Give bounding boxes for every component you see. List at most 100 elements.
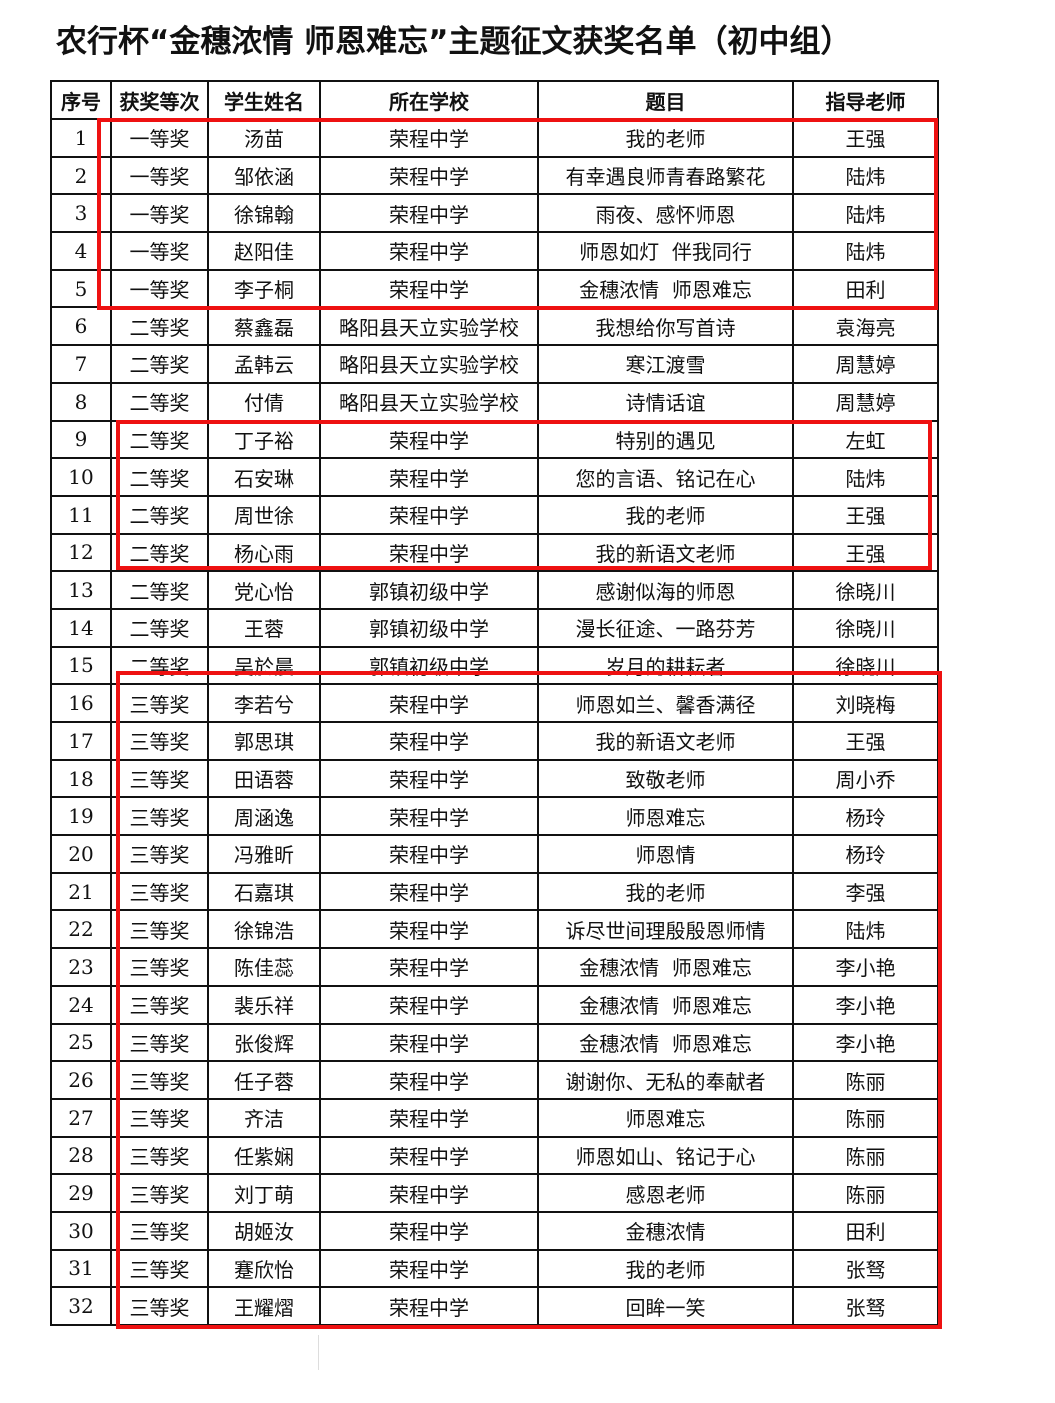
cell-student-name: 任子蓉: [207, 1060, 321, 1100]
cell-student-name: 杨心雨: [207, 532, 321, 573]
cell-advisor: 杨玲: [792, 796, 939, 837]
cell-index: 23: [50, 947, 112, 987]
cell-essay-title: 金穗浓情 师恩难忘: [537, 984, 794, 1025]
table-row: 4 一等奖 赵阳佳 荣程中学 师恩如灯 伴我同行 陆炜: [50, 231, 939, 271]
table-row: 24 三等奖 裴乐祥 荣程中学 金穗浓情 师恩难忘 李小艳: [50, 984, 939, 1025]
cell-student-name: 王蓉: [207, 607, 321, 648]
cell-essay-title: 我的新语文老师: [537, 721, 794, 761]
table-row: 13 二等奖 党心怡 郭镇初级中学 感谢似海的师恩 徐晓川: [50, 570, 939, 610]
cell-award-level: 二等奖: [110, 344, 209, 384]
cell-advisor: 王强: [792, 721, 939, 761]
cell-essay-title: 致敬老师: [537, 758, 794, 799]
cell-school: 荣程中学: [319, 118, 539, 158]
cell-index: 29: [50, 1173, 112, 1213]
cell-advisor: 陈丽: [792, 1173, 939, 1213]
cell-school: 荣程中学: [319, 457, 539, 497]
cell-index: 1: [50, 118, 112, 158]
cell-essay-title: 回眸一笑: [537, 1286, 794, 1326]
table-row: 3 一等奖 徐锦翰 荣程中学 雨夜、感怀师恩 陆炜: [50, 193, 939, 234]
cell-index: 22: [50, 909, 112, 950]
cell-award-level: 三等奖: [110, 947, 209, 987]
cell-essay-title: 金穗浓情 师恩难忘: [537, 947, 794, 987]
cell-index: 8: [50, 381, 112, 422]
cell-essay-title: 我想给你写首诗: [537, 306, 794, 347]
cell-index: 27: [50, 1097, 112, 1138]
cell-school: 略阳县天立实验学校: [319, 381, 539, 422]
table-row: 23 三等奖 陈佳蕊 荣程中学 金穗浓情 师恩难忘 李小艳: [50, 947, 939, 987]
cell-index: 32: [50, 1286, 112, 1326]
cell-award-level: 三等奖: [110, 1060, 209, 1100]
cell-advisor: 陈丽: [792, 1135, 939, 1176]
cell-advisor: 徐晓川: [792, 570, 939, 610]
cell-award-level: 二等奖: [110, 457, 209, 497]
cell-index: 2: [50, 155, 112, 196]
cell-award-level: 一等奖: [110, 193, 209, 234]
cell-award-level: 一等奖: [110, 231, 209, 271]
table-row: 14 二等奖 王蓉 郭镇初级中学 漫长征途、一路芬芳 徐晓川: [50, 607, 939, 648]
cell-advisor: 陆炜: [792, 155, 939, 196]
cell-award-level: 三等奖: [110, 721, 209, 761]
table-row: 2 一等奖 邹依涵 荣程中学 有幸遇良师青春路繁花 陆炜: [50, 155, 939, 196]
cell-school: 荣程中学: [319, 419, 539, 460]
table-row: 12 二等奖 杨心雨 荣程中学 我的新语文老师 王强: [50, 532, 939, 573]
cell-award-level: 二等奖: [110, 607, 209, 648]
cell-award-level: 三等奖: [110, 1286, 209, 1326]
cell-student-name: 徐锦浩: [207, 909, 321, 950]
cell-school: 荣程中学: [319, 231, 539, 271]
cell-advisor: 李小艳: [792, 984, 939, 1025]
cell-index: 6: [50, 306, 112, 347]
cell-advisor: 王强: [792, 532, 939, 573]
cell-advisor: 陆炜: [792, 909, 939, 950]
cell-student-name: 张俊辉: [207, 1022, 321, 1063]
cell-student-name: 周涵逸: [207, 796, 321, 837]
cell-student-name: 吴於晨: [207, 645, 321, 686]
cell-essay-title: 岁月的耕耘者: [537, 645, 794, 686]
table-row: 15 二等奖 吴於晨 郭镇初级中学 岁月的耕耘者 徐晓川: [50, 645, 939, 686]
cell-essay-title: 谢谢你、无私的奉献者: [537, 1060, 794, 1100]
cell-award-level: 一等奖: [110, 268, 209, 309]
table-row: 29 三等奖 刘丁萌 荣程中学 感恩老师 陈丽: [50, 1173, 939, 1213]
cell-advisor: 徐晓川: [792, 607, 939, 648]
cell-student-name: 王耀熠: [207, 1286, 321, 1326]
cell-advisor: 王强: [792, 494, 939, 535]
cell-index: 7: [50, 344, 112, 384]
cell-student-name: 田语蓉: [207, 758, 321, 799]
cell-student-name: 齐洁: [207, 1097, 321, 1138]
cell-essay-title: 我的老师: [537, 1248, 794, 1289]
cell-essay-title: 师恩情: [537, 834, 794, 874]
cell-student-name: 蹇欣怡: [207, 1248, 321, 1289]
cell-student-name: 丁子裕: [207, 419, 321, 460]
award-table: 序号 获奖等次 学生姓名 所在学校 题目 指导老师 1 一等奖 汤苗 荣程中学 我的老师 王强 2 一等…: [50, 80, 939, 1326]
cell-student-name: 裴乐祥: [207, 984, 321, 1025]
cell-school: 荣程中学: [319, 834, 539, 874]
table-row: 18 三等奖 田语蓉 荣程中学 致敬老师 周小乔: [50, 758, 939, 799]
cell-advisor: 李强: [792, 871, 939, 912]
cell-index: 9: [50, 419, 112, 460]
cell-award-level: 三等奖: [110, 1097, 209, 1138]
cell-index: 4: [50, 231, 112, 271]
table-row: 7 二等奖 孟韩云 略阳县天立实验学校 寒江渡雪 周慧婷: [50, 344, 939, 384]
cell-essay-title: 寒江渡雪: [537, 344, 794, 384]
cell-award-level: 一等奖: [110, 155, 209, 196]
cell-award-level: 一等奖: [110, 118, 209, 158]
cell-index: 5: [50, 268, 112, 309]
cell-school: 荣程中学: [319, 1135, 539, 1176]
cell-school: 荣程中学: [319, 494, 539, 535]
cell-index: 21: [50, 871, 112, 912]
cell-award-level: 二等奖: [110, 381, 209, 422]
cell-student-name: 孟韩云: [207, 344, 321, 384]
table-row: 9 二等奖 丁子裕 荣程中学 特别的遇见 左虹: [50, 419, 939, 460]
cell-award-level: 三等奖: [110, 683, 209, 723]
cell-essay-title: 我的新语文老师: [537, 532, 794, 573]
cell-index: 26: [50, 1060, 112, 1100]
cell-award-level: 三等奖: [110, 796, 209, 837]
column-header-index: 序号: [50, 80, 112, 120]
cell-school: 荣程中学: [319, 532, 539, 573]
cell-essay-title: 感恩老师: [537, 1173, 794, 1213]
cell-student-name: 任紫娴: [207, 1135, 321, 1176]
cell-advisor: 田利: [792, 268, 939, 309]
cell-essay-title: 金穗浓情 师恩难忘: [537, 1022, 794, 1063]
cell-essay-title: 诗情话谊: [537, 381, 794, 422]
cell-index: 30: [50, 1210, 112, 1251]
cell-advisor: 张驽: [792, 1248, 939, 1289]
